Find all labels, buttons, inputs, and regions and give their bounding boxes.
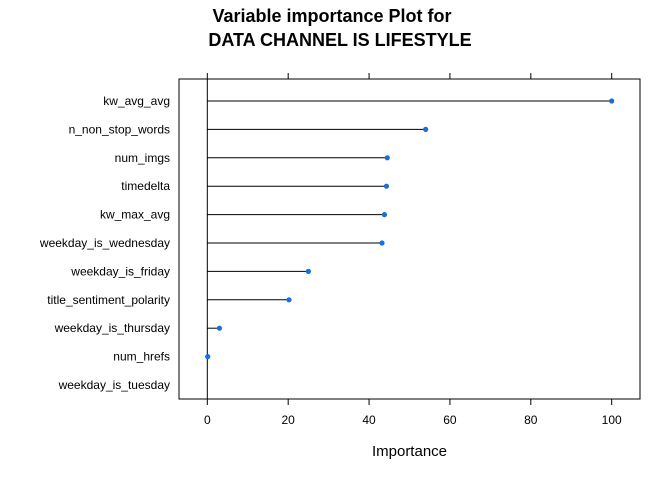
x-tick-label-100: 100: [602, 413, 622, 427]
x-tick-label-0: 0: [204, 413, 211, 427]
category-label-kw_max_avg: kw_max_avg: [100, 208, 170, 222]
category-label-num_imgs: num_imgs: [115, 151, 170, 165]
category-label-weekday_is_friday: weekday_is_friday: [70, 264, 170, 278]
category-label-weekday_is_wednesday: weekday_is_wednesday: [39, 236, 170, 250]
data-point-num_imgs: [384, 155, 390, 161]
data-point-n_non_stop_words: [423, 126, 429, 132]
category-label-kw_avg_avg: kw_avg_avg: [103, 94, 170, 108]
x-axis-title: Importance: [372, 443, 447, 460]
category-label-n_non_stop_words: n_non_stop_words: [69, 122, 170, 136]
category-label-num_hrefs: num_hrefs: [113, 350, 170, 364]
x-tick-label-80: 80: [524, 413, 538, 427]
x-tick-label-40: 40: [362, 413, 376, 427]
x-tick-label-60: 60: [443, 413, 457, 427]
chart-title-line1: Variable importance Plot for: [212, 6, 452, 26]
plot-frame: [178, 78, 641, 400]
data-point-kw_max_avg: [381, 212, 388, 218]
x-axis-ticks: 0 20 40 60 80 100: [204, 73, 622, 427]
category-label-timedelta: timedelta: [121, 179, 170, 193]
chart-title-line2: DATA CHANNEL IS LIFESTYLE: [208, 30, 472, 50]
data-point-weekday_is_friday: [305, 268, 312, 274]
data-point-kw_avg_avg: [609, 98, 615, 104]
data-point-num_hrefs: [205, 354, 211, 360]
lollipop-series: [205, 98, 615, 360]
category-label-weekday_is_tuesday: weekday_is_tuesday: [58, 378, 170, 392]
category-label-weekday_is_thursday: weekday_is_thursday: [54, 321, 170, 335]
data-point-title_sentiment_polarity: [286, 297, 292, 303]
data-point-weekday_is_wednesday: [379, 240, 385, 246]
data-point-timedelta: [383, 183, 390, 189]
x-tick-label-20: 20: [282, 413, 296, 427]
data-point-weekday_is_thursday: [216, 325, 223, 331]
category-label-title_sentiment_polarity: title_sentiment_polarity: [47, 293, 170, 307]
category-labels: kw_avg_avg n_non_stop_words num_imgstimede…: [39, 94, 170, 392]
